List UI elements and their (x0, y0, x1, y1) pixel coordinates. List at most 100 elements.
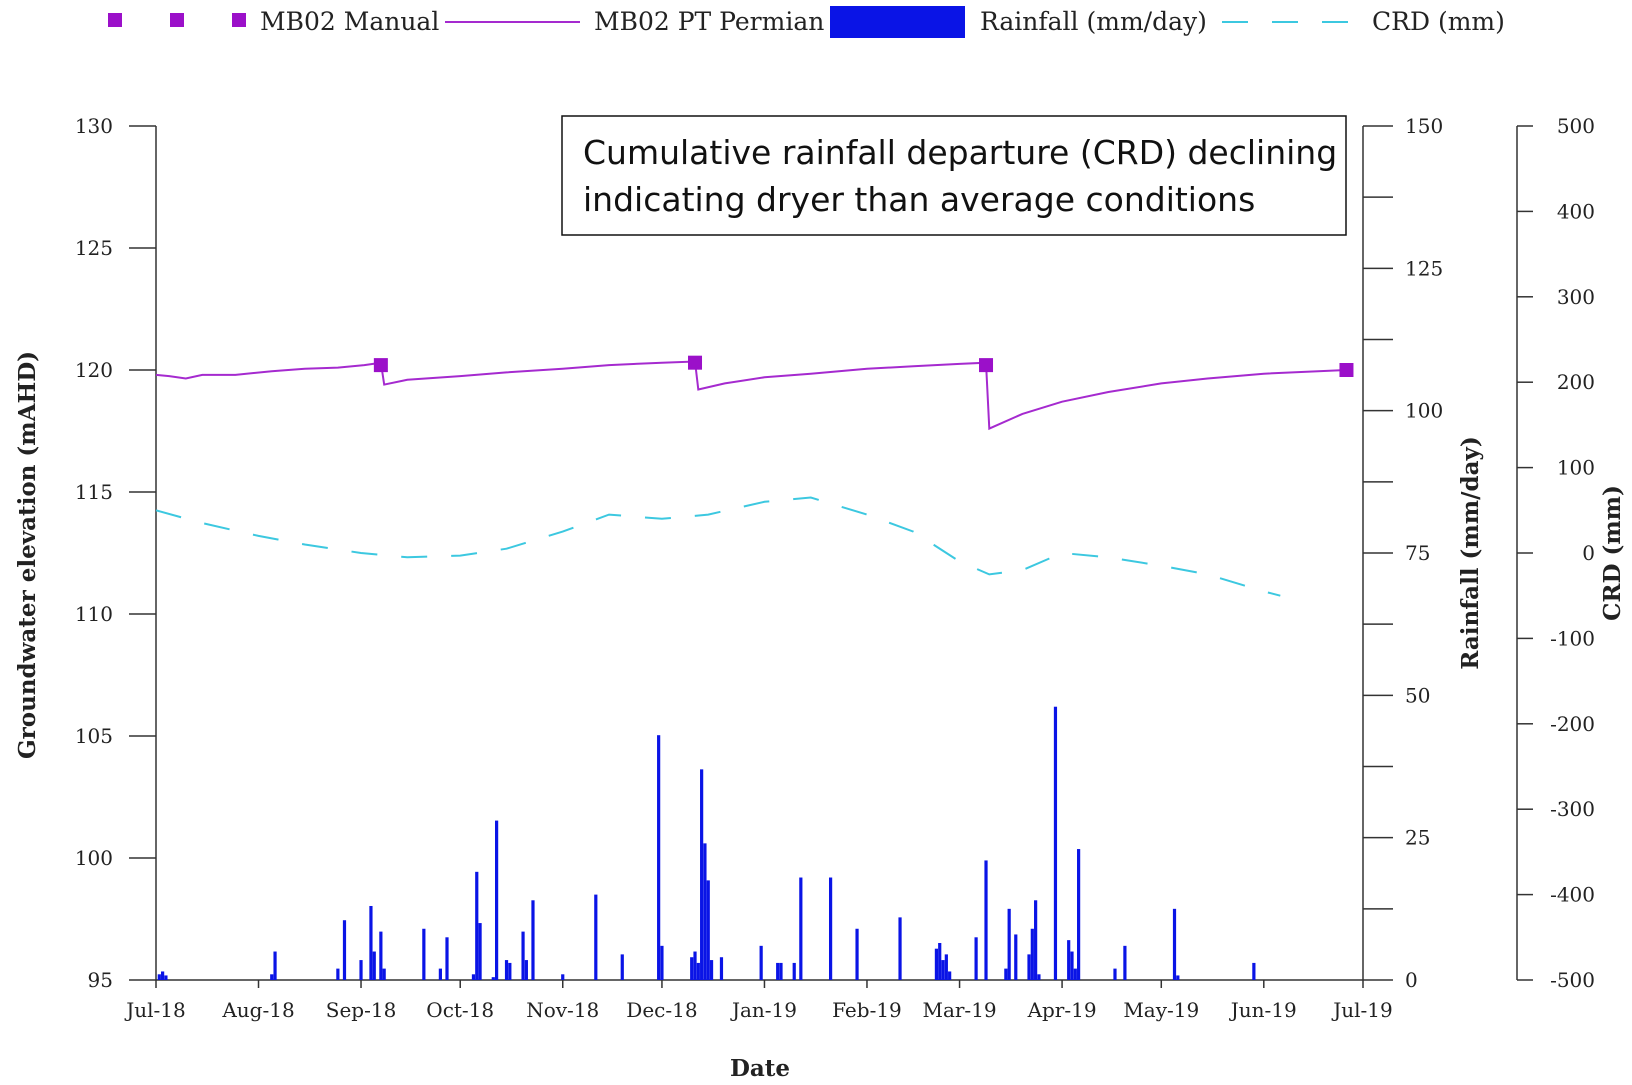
rainfall-bar (1030, 928, 1034, 980)
y-left-tick-label: 125 (75, 236, 113, 260)
y-axis-left-title: Groundwater elevation (mAHD) (14, 351, 41, 759)
legend-manual-marker-3 (232, 13, 246, 27)
rainfall-bar (938, 942, 942, 980)
y-rain-tick-label: 0 (1405, 968, 1418, 992)
manual-marker (979, 358, 994, 373)
rainfall-bar (759, 945, 763, 980)
rainfall-bar (1176, 975, 1180, 980)
pt-permian-line (155, 360, 1347, 431)
x-tick-label: Dec-18 (626, 998, 697, 1022)
x-tick-label: Aug-18 (221, 998, 294, 1022)
rainfall-bar (1070, 951, 1074, 980)
rainfall-bar (372, 951, 376, 980)
rainfall-bar (1123, 945, 1127, 980)
rainfall-bar (504, 960, 509, 980)
y-crd-tick-label: 0 (1582, 541, 1595, 565)
y-axis-rain-title: Rainfall (mm/day) (1457, 436, 1484, 669)
rainfall-bar (1067, 940, 1071, 980)
legend-label-crd: CRD (mm) (1372, 7, 1505, 36)
y-rain-tick-label: 25 (1405, 826, 1430, 850)
rainfall-bar (382, 968, 386, 980)
x-tick-label: Nov-18 (526, 998, 599, 1022)
rainfall-bar (984, 860, 988, 980)
rainfall-bar (1077, 849, 1081, 980)
rainfall-bar (273, 951, 277, 980)
rainfall-bars (157, 706, 1256, 980)
y-rain-tick-label: 150 (1405, 114, 1443, 138)
rainfall-bar (422, 928, 426, 980)
x-tick-label: Jun-19 (1229, 998, 1297, 1022)
rainfall-bar (696, 962, 700, 980)
annotation-line-2: indicating dryer than average conditions (583, 180, 1255, 219)
y-left-tick-label: 95 (88, 968, 113, 992)
rainfall-bar (776, 962, 780, 980)
rainfall-bar (1027, 954, 1031, 980)
rainfall-bar (471, 974, 476, 980)
x-tick-label: Feb-19 (832, 998, 902, 1022)
legend-label-manual: MB02 Manual (260, 7, 439, 36)
rainfall-bar (660, 945, 664, 980)
y-crd-tick-label: -100 (1550, 626, 1595, 650)
rainfall-bar (359, 960, 363, 980)
rainfall-bar (700, 769, 704, 980)
rainfall-bar (164, 975, 168, 980)
y-crd-tick-label: -400 (1550, 883, 1595, 907)
legend: MB02 Manual MB02 PT Permian Rainfall (mm… (108, 6, 1505, 38)
y-left-tick-label: 100 (75, 846, 113, 870)
rainfall-bar (270, 974, 274, 980)
y-rain-tick-label: 75 (1405, 541, 1430, 565)
manual-marker (688, 355, 703, 370)
y-left-tick-label: 130 (75, 114, 113, 138)
rainfall-bar (1252, 962, 1256, 980)
rainfall-bar (478, 923, 482, 980)
rainfall-bar (828, 877, 833, 980)
rainfall-bar (948, 971, 952, 980)
rainfall-bar (369, 905, 373, 980)
x-tick-label: Jul-18 (124, 998, 186, 1022)
rainfall-bar (1113, 968, 1117, 980)
y-crd-tick-label: -200 (1550, 712, 1595, 736)
rainfall-bar (1037, 974, 1041, 980)
rainfall-bar (161, 971, 165, 980)
rainfall-bar (709, 960, 714, 980)
rainfall-bar (445, 937, 449, 980)
x-axis-title: Date (730, 1055, 790, 1080)
rainfall-bar (594, 894, 598, 980)
y-left-tick-label: 110 (75, 602, 113, 626)
rainfall-bar (1004, 968, 1008, 980)
manual-marker (1339, 363, 1354, 377)
manual-markers (373, 355, 1354, 377)
y-left-tick-label: 120 (75, 358, 113, 382)
y-crd-tick-label: 100 (1557, 456, 1595, 480)
rainfall-bar (1034, 900, 1038, 980)
y-left-tick-label: 105 (75, 724, 113, 748)
axes: Jul-18 Aug-18 Sep-18 Oct-18 Nov-18 Dec-18 Jan-… (75, 114, 1595, 1022)
x-tick-label: Apr-19 (1027, 998, 1097, 1022)
y-left-tick-label: 115 (75, 480, 113, 504)
crd-line (155, 496, 1281, 597)
rainfall-bar (1172, 908, 1177, 980)
y-crd-tick-label: 500 (1557, 114, 1595, 138)
annotation-box: Cumulative rainfall departure (CRD) decl… (561, 115, 1347, 236)
rainfall-bar (561, 974, 565, 980)
rainfall-bar (491, 977, 495, 980)
x-tick-label: Jan-19 (730, 998, 797, 1022)
rainfall-bar (524, 960, 528, 980)
rainfall-bar (1053, 706, 1058, 980)
rainfall-bar (342, 920, 347, 980)
legend-rainfall-swatch (830, 6, 965, 38)
rainfall-bar (944, 954, 948, 980)
legend-label-rainfall: Rainfall (mm/day) (980, 7, 1207, 36)
y-crd-tick-label: 300 (1557, 285, 1595, 309)
rainfall-bar (941, 960, 945, 980)
rainfall-bar (799, 877, 803, 980)
rainfall-bar (974, 937, 978, 980)
y-crd-tick-label: -500 (1550, 968, 1595, 992)
axis-ticks: Jul-18 Aug-18 Sep-18 Oct-18 Nov-18 Dec-18 Jan-… (75, 114, 1595, 1022)
rainfall-bar (855, 928, 859, 980)
y-rain-tick-label: 100 (1405, 399, 1443, 423)
rainfall-bar (657, 735, 661, 980)
y-rain-tick-label: 50 (1405, 683, 1430, 707)
